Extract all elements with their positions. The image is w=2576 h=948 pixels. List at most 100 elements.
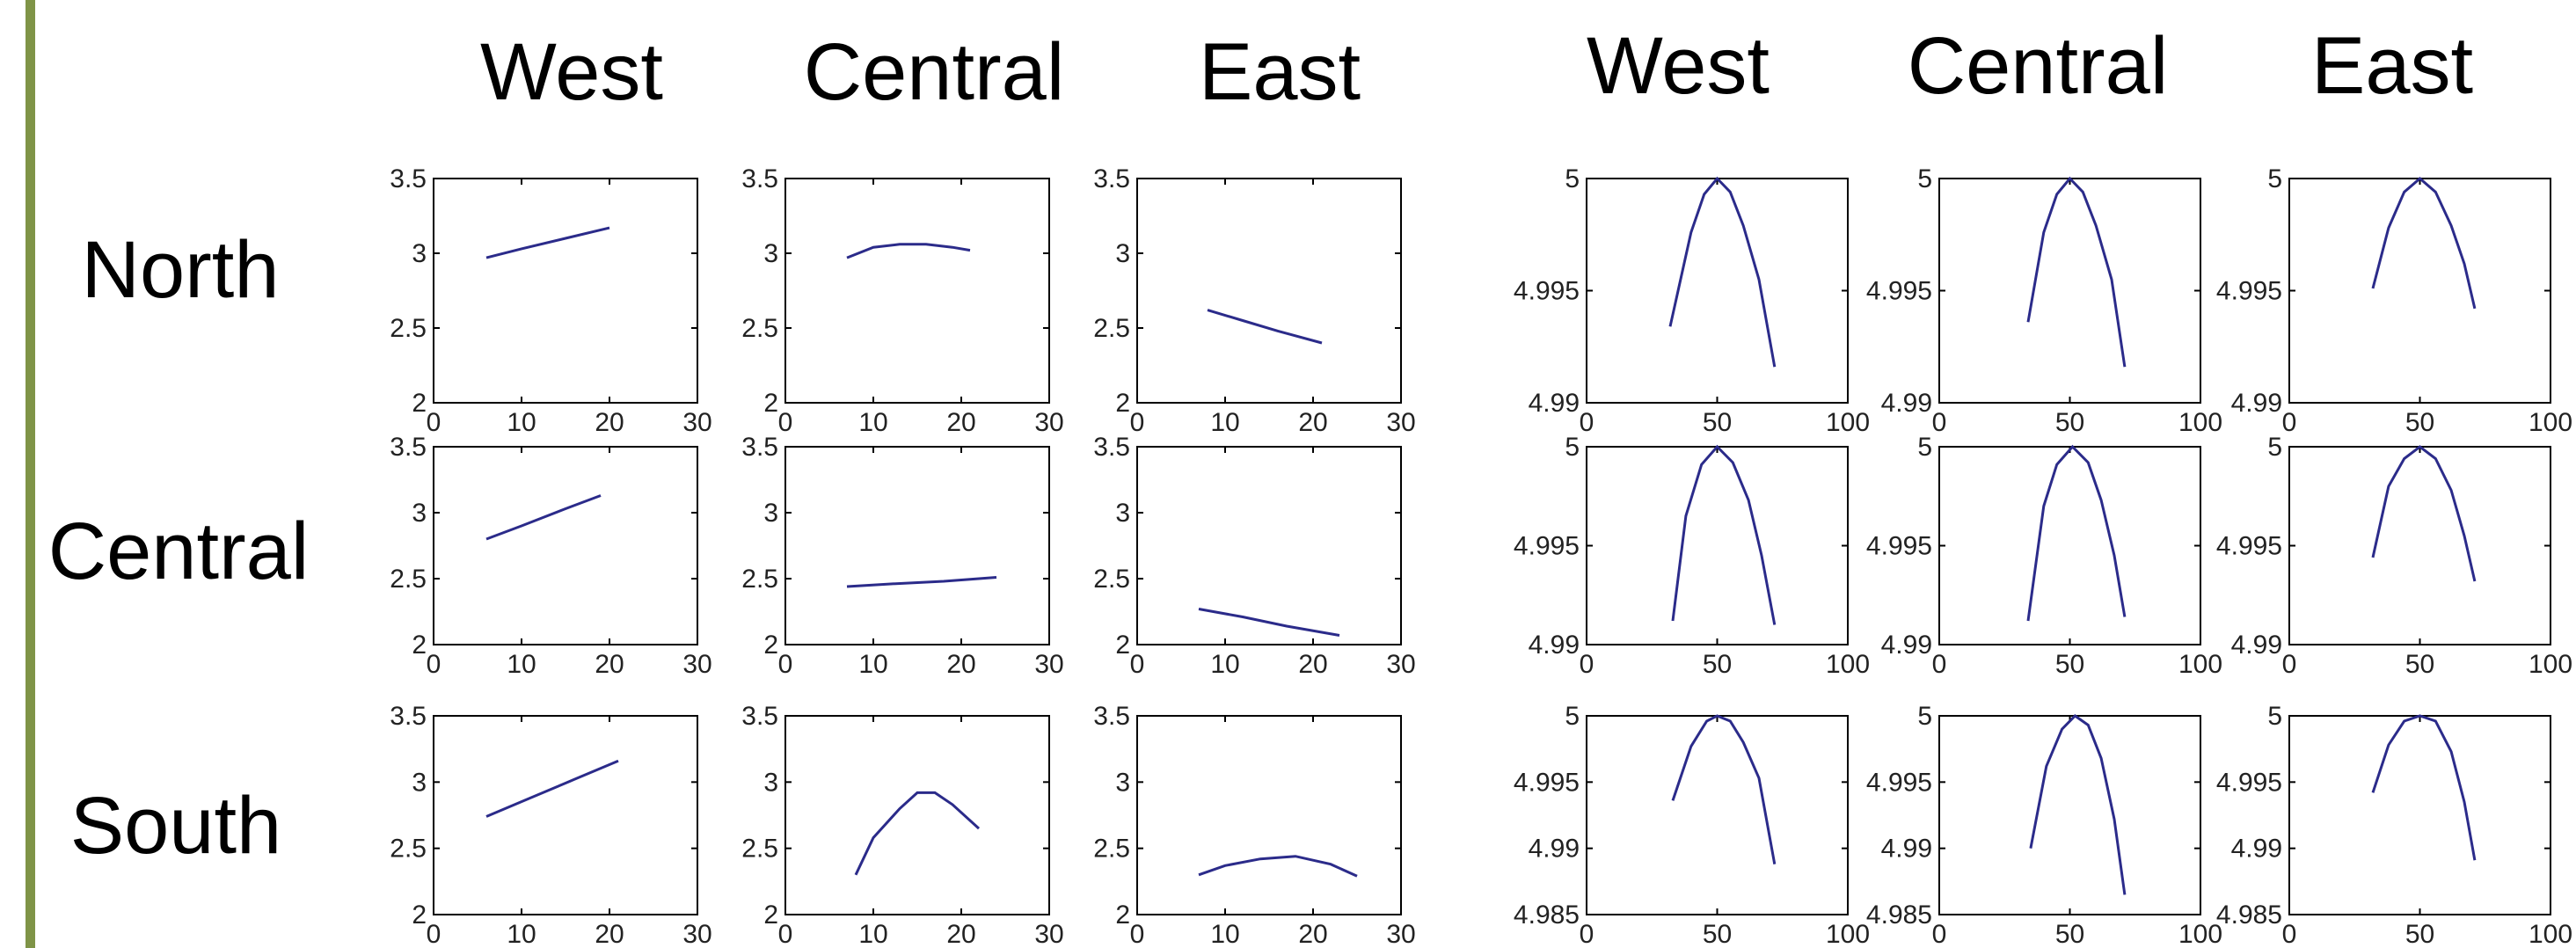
x-tick-label: 0 [2282,408,2297,437]
subplot-right-north-east: 0 50 100 4.99 4.995 5 [2216,164,2572,437]
x-tick-label: 0 [1580,408,1594,437]
y-tick-label: 4.995 [1866,277,1932,306]
x-tick-label: 20 [595,650,624,679]
axes-frame [433,178,698,404]
axes-frame [1586,446,1849,645]
y-tick-label: 4.99 [2231,835,2282,864]
x-tick-label: 20 [946,650,975,679]
axes-frame [1586,715,1849,915]
y-tick-label: 3 [1115,499,1130,528]
x-tick-label: 0 [1932,650,1947,679]
y-tick-label: 5 [1917,702,1932,731]
x-tick-label: 20 [595,920,624,948]
y-tick-label: 4.99 [1881,389,1932,418]
y-tick-label: 4.995 [1514,768,1580,797]
subplot-left-central-east: 0 10 20 30 2 2.5 3 3.5 [1093,433,1415,679]
y-tick-label: 3 [763,768,778,797]
y-tick-label: 2 [1115,901,1130,930]
y-tick-label: 5 [1917,433,1932,462]
column-header-east-2: East [2311,21,2473,111]
subplot-left-south-east: 0 10 20 30 2 2.5 3 3.5 [1093,702,1415,948]
x-tick-label: 10 [507,650,536,679]
subplot-right-central-west: 0 50 100 4.99 4.995 5 [1514,433,1870,679]
y-tick-label: 3 [412,499,427,528]
y-tick-label: 2 [412,901,427,930]
y-tick-label: 3 [763,239,778,268]
axes-frame [433,446,698,645]
x-tick-label: 50 [2055,920,2084,948]
series-line [485,494,602,541]
y-tick-label: 4.985 [1866,901,1932,930]
axes-frame [784,715,1050,915]
x-tick-label: 50 [2055,408,2084,437]
y-tick-label: 5 [2267,433,2282,462]
y-tick-label: 5 [2267,164,2282,193]
x-tick-label: 0 [778,650,793,679]
x-tick-label: 0 [778,920,793,948]
y-tick-label: 3.5 [741,164,778,193]
series-line [1207,309,1323,345]
axes-frame [784,178,1050,404]
x-tick-label: 0 [427,650,441,679]
y-tick-label: 4.99 [1529,835,1580,864]
series-line [1198,608,1340,637]
y-tick-label: 3 [1115,768,1130,797]
x-tick-label: 30 [1034,650,1063,679]
x-tick-label: 0 [1580,920,1594,948]
subplot-left-north-west: 0 10 20 30 2 2.5 3 3.5 [390,164,712,437]
y-tick-label: 3.5 [741,702,778,731]
axes-frame [1586,178,1849,404]
x-tick-label: 20 [1298,920,1327,948]
axes-frame [2288,178,2551,404]
x-tick-label: 0 [1932,920,1947,948]
y-tick-label: 3 [412,239,427,268]
x-tick-label: 0 [427,920,441,948]
series-line [846,576,997,588]
x-tick-label: 50 [2405,920,2434,948]
x-tick-label: 0 [1130,920,1145,948]
column-header-west-2: West [1587,21,1770,111]
x-tick-label: 10 [1210,408,1239,437]
y-tick-label: 2 [763,631,778,660]
y-tick-label: 2 [1115,631,1130,660]
y-tick-label: 3 [412,768,427,797]
x-tick-label: 100 [2178,408,2222,437]
x-tick-label: 30 [682,408,712,437]
axes-frame [784,446,1050,645]
subplot-left-central-central: 0 10 20 30 2 2.5 3 3.5 [741,433,1063,679]
x-tick-label: 0 [1932,408,1947,437]
x-tick-label: 50 [1703,408,1732,437]
subplot-right-north-central: 0 50 100 4.99 4.995 5 [1866,164,2222,437]
x-tick-label: 10 [1210,650,1239,679]
axes-frame [1938,178,2201,404]
y-tick-label: 3.5 [390,702,427,731]
subplot-left-south-central: 0 10 20 30 2 2.5 3 3.5 [741,702,1063,948]
y-tick-label: 3.5 [1093,433,1130,462]
axes-frame [2288,446,2551,645]
y-tick-label: 3.5 [390,164,427,193]
x-tick-label: 30 [1034,408,1063,437]
y-tick-label: 4.995 [1866,532,1932,561]
series-line [485,759,619,818]
x-tick-label: 10 [858,650,887,679]
y-tick-label: 4.99 [1529,389,1580,418]
y-tick-label: 4.995 [1514,277,1580,306]
y-tick-label: 3.5 [741,433,778,462]
y-tick-label: 5 [2267,702,2282,731]
x-tick-label: 100 [2529,408,2572,437]
y-tick-label: 5 [1917,164,1932,193]
x-tick-label: 100 [2178,650,2222,679]
y-tick-label: 4.99 [1881,835,1932,864]
y-tick-label: 5 [1565,433,1580,462]
x-tick-label: 100 [1826,650,1870,679]
x-tick-label: 100 [2529,920,2572,948]
x-tick-label: 30 [1386,408,1415,437]
x-tick-label: 20 [595,408,624,437]
y-tick-label: 2.5 [390,314,427,343]
axes-frame [433,715,698,915]
y-tick-label: 3.5 [390,433,427,462]
x-tick-label: 10 [507,408,536,437]
column-header-east-1: East [1199,27,1361,117]
y-tick-label: 2 [1115,389,1130,418]
